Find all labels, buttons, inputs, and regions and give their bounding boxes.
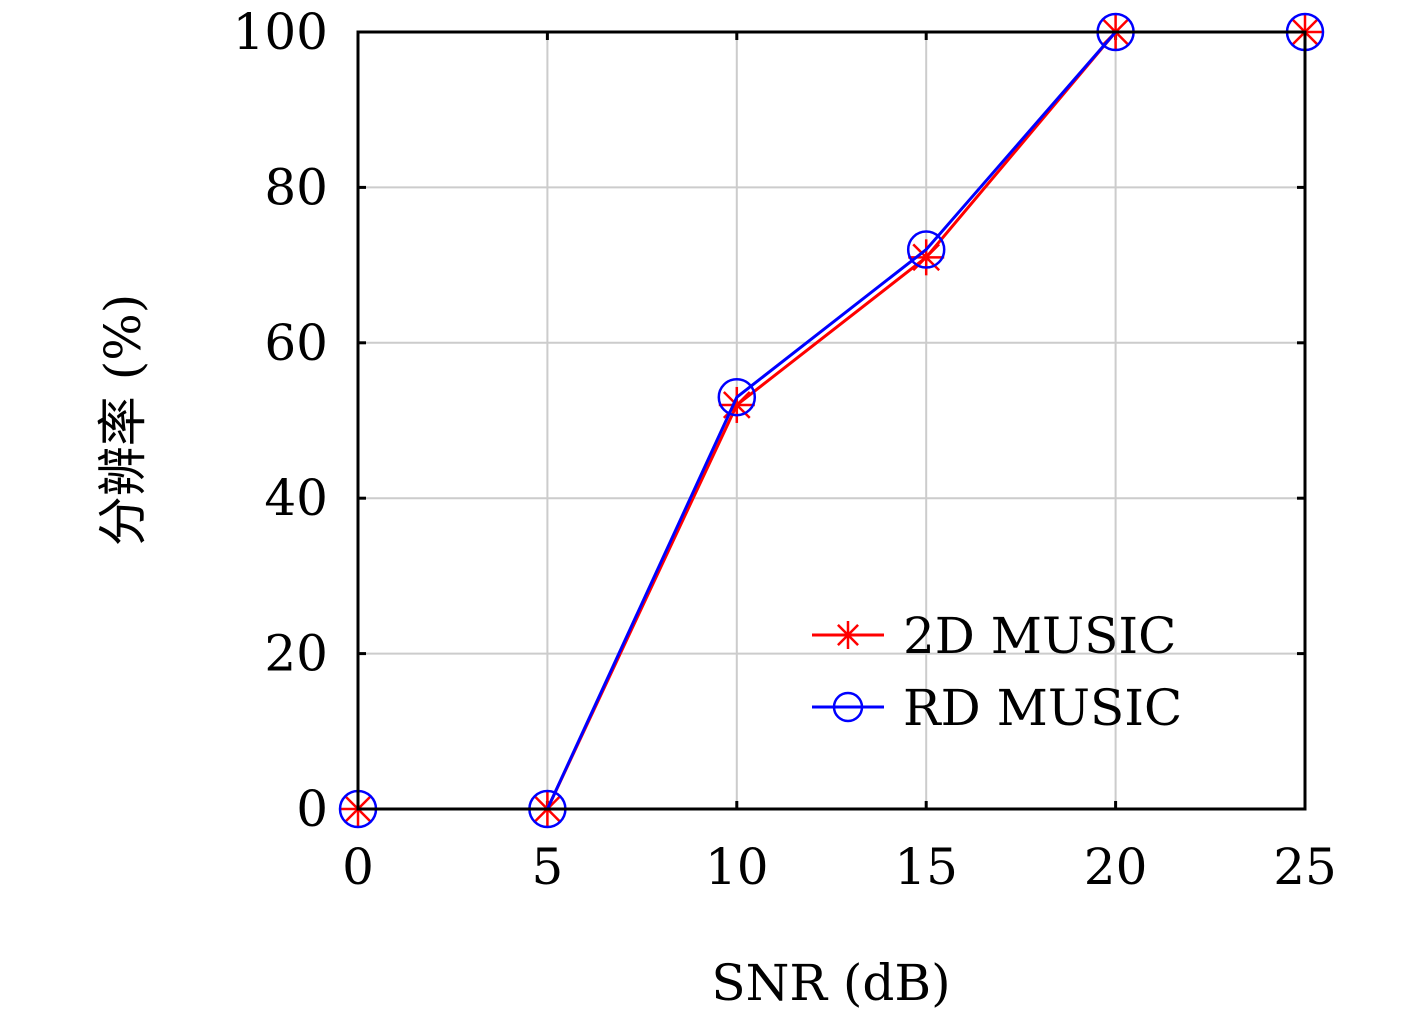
legend-marker: [834, 621, 862, 649]
x-tick-label: 25: [1273, 838, 1337, 896]
plot-frame: [356, 30, 1307, 811]
legend-entry: RD MUSIC: [812, 679, 1182, 737]
grid: [358, 32, 1305, 809]
legend: 2D MUSIC RD MUSIC: [812, 607, 1182, 737]
data-point: [908, 239, 945, 276]
x-tick-label: 0: [342, 838, 374, 896]
x-tick-label: 15: [894, 838, 958, 896]
data-point: [718, 386, 755, 423]
tick-labels: 0 5 10 15 20 25 0 20 40 60 80 100: [233, 3, 1337, 896]
data-point: [906, 230, 946, 269]
y-tick-label: 40: [264, 469, 328, 527]
y-tick-label: 20: [264, 625, 328, 683]
y-axis-label: 分辨率 (%): [94, 294, 152, 546]
y-tick-label: 100: [233, 3, 328, 61]
x-axis-label: SNR (dB): [711, 954, 950, 1012]
x-tick-label: 20: [1084, 838, 1148, 896]
legend-label: RD MUSIC: [903, 679, 1182, 737]
x-tick-label: 5: [531, 838, 563, 896]
x-tick-label: 10: [705, 838, 769, 896]
marker-stroke: [837, 624, 859, 646]
y-tick-label: 60: [264, 314, 328, 372]
legend-entry: 2D MUSIC: [812, 607, 1176, 665]
y-tick-label: 0: [296, 780, 328, 838]
y-tick-label: 80: [264, 158, 328, 216]
legend-marker: [832, 691, 864, 723]
data-point: [717, 377, 757, 417]
legend-label: 2D MUSIC: [903, 607, 1176, 665]
